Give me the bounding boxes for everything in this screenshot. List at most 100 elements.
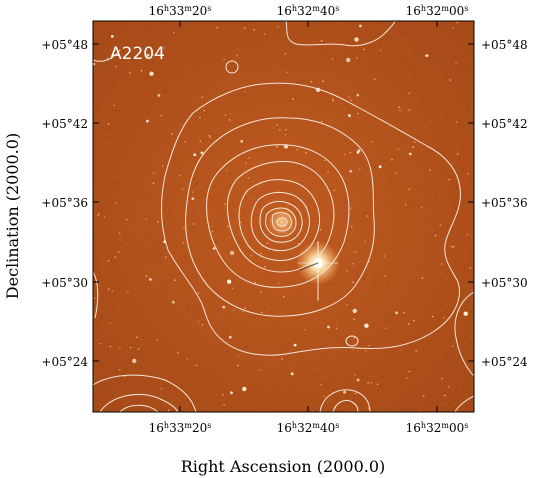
star <box>303 328 306 331</box>
sky-noise <box>219 228 221 230</box>
sky-noise <box>256 134 258 136</box>
sky-noise <box>346 127 348 129</box>
sky-noise <box>444 403 446 405</box>
sky-noise <box>97 180 99 182</box>
sky-noise <box>370 376 372 378</box>
contour-top-edge <box>285 21 396 47</box>
sky-noise <box>158 279 159 281</box>
sky-noise <box>97 406 99 407</box>
sky-noise <box>185 256 187 258</box>
sky-noise <box>340 117 342 119</box>
sky-noise <box>187 183 189 185</box>
sky-noise <box>365 108 367 110</box>
star <box>421 277 424 280</box>
sky-noise <box>408 373 410 375</box>
star <box>231 287 234 290</box>
sky-noise <box>319 327 321 329</box>
sky-noise <box>369 332 371 334</box>
sky-noise <box>265 406 267 408</box>
star <box>327 171 329 173</box>
sky-noise <box>211 285 213 287</box>
star <box>244 27 246 30</box>
star <box>118 232 121 235</box>
sky-noise <box>333 33 335 35</box>
sky-noise <box>227 246 229 248</box>
sky-noise <box>261 408 263 410</box>
sky-noise <box>347 395 348 397</box>
star <box>186 358 188 360</box>
sky-noise <box>385 203 387 205</box>
star <box>429 169 431 171</box>
sky-noise <box>405 34 407 36</box>
sky-noise <box>398 80 400 82</box>
sky-noise <box>322 66 324 67</box>
sky-noise <box>116 130 118 132</box>
sky-noise <box>399 44 401 46</box>
sky-noise <box>246 193 248 195</box>
star <box>168 409 170 412</box>
sky-noise <box>163 37 165 39</box>
sky-noise <box>232 202 234 204</box>
sky-noise <box>318 290 320 292</box>
sky-noise <box>101 181 103 183</box>
sky-noise <box>205 398 207 400</box>
sky-noise <box>244 173 246 175</box>
sky-noise <box>265 307 267 309</box>
sky-noise <box>445 243 447 245</box>
star <box>149 278 152 281</box>
sky-noise <box>341 142 343 144</box>
sky-noise <box>223 197 225 199</box>
star <box>354 374 357 376</box>
sky-noise <box>100 33 102 35</box>
sky-noise <box>242 48 244 50</box>
sky-noise <box>281 264 283 266</box>
star <box>184 140 186 143</box>
sky-noise <box>400 59 402 61</box>
star <box>161 165 164 167</box>
sky-noise <box>335 325 337 327</box>
sky-noise <box>306 371 308 373</box>
sky-noise <box>397 215 399 216</box>
star <box>422 395 425 397</box>
sky-noise <box>398 392 400 393</box>
star <box>405 377 408 380</box>
sky-noise <box>346 43 348 45</box>
sky-noise <box>146 230 148 232</box>
sky-noise <box>424 217 426 219</box>
sky-noise <box>335 195 337 197</box>
sky-noise <box>332 92 334 94</box>
star <box>125 218 128 221</box>
sky-noise <box>120 236 122 238</box>
star <box>200 151 204 155</box>
sky-noise <box>413 367 414 369</box>
sky-noise <box>117 342 119 344</box>
sky-noise <box>131 111 133 113</box>
sky-noise <box>310 292 311 294</box>
sky-noise <box>365 212 366 214</box>
sky-noise <box>267 309 268 310</box>
contour-small-north <box>225 60 239 74</box>
sky-noise <box>303 392 305 393</box>
sky-noise <box>184 236 186 238</box>
sky-noise <box>127 179 129 181</box>
sky-noise <box>153 132 155 134</box>
sky-noise <box>436 297 438 299</box>
star <box>119 347 121 349</box>
sky-noise <box>131 355 133 357</box>
sky-noise <box>107 142 109 144</box>
sky-noise <box>357 299 359 300</box>
sky-noise <box>330 33 332 35</box>
sky-noise <box>151 56 153 58</box>
sky-noise <box>405 182 407 184</box>
sky-noise <box>391 190 392 191</box>
sky-noise <box>187 310 189 312</box>
star <box>247 177 250 179</box>
star <box>352 308 357 314</box>
sky-noise <box>281 380 283 382</box>
star <box>322 80 325 82</box>
sky-noise <box>176 200 178 202</box>
star <box>97 214 99 217</box>
star <box>456 153 459 155</box>
sky-noise <box>446 277 448 279</box>
